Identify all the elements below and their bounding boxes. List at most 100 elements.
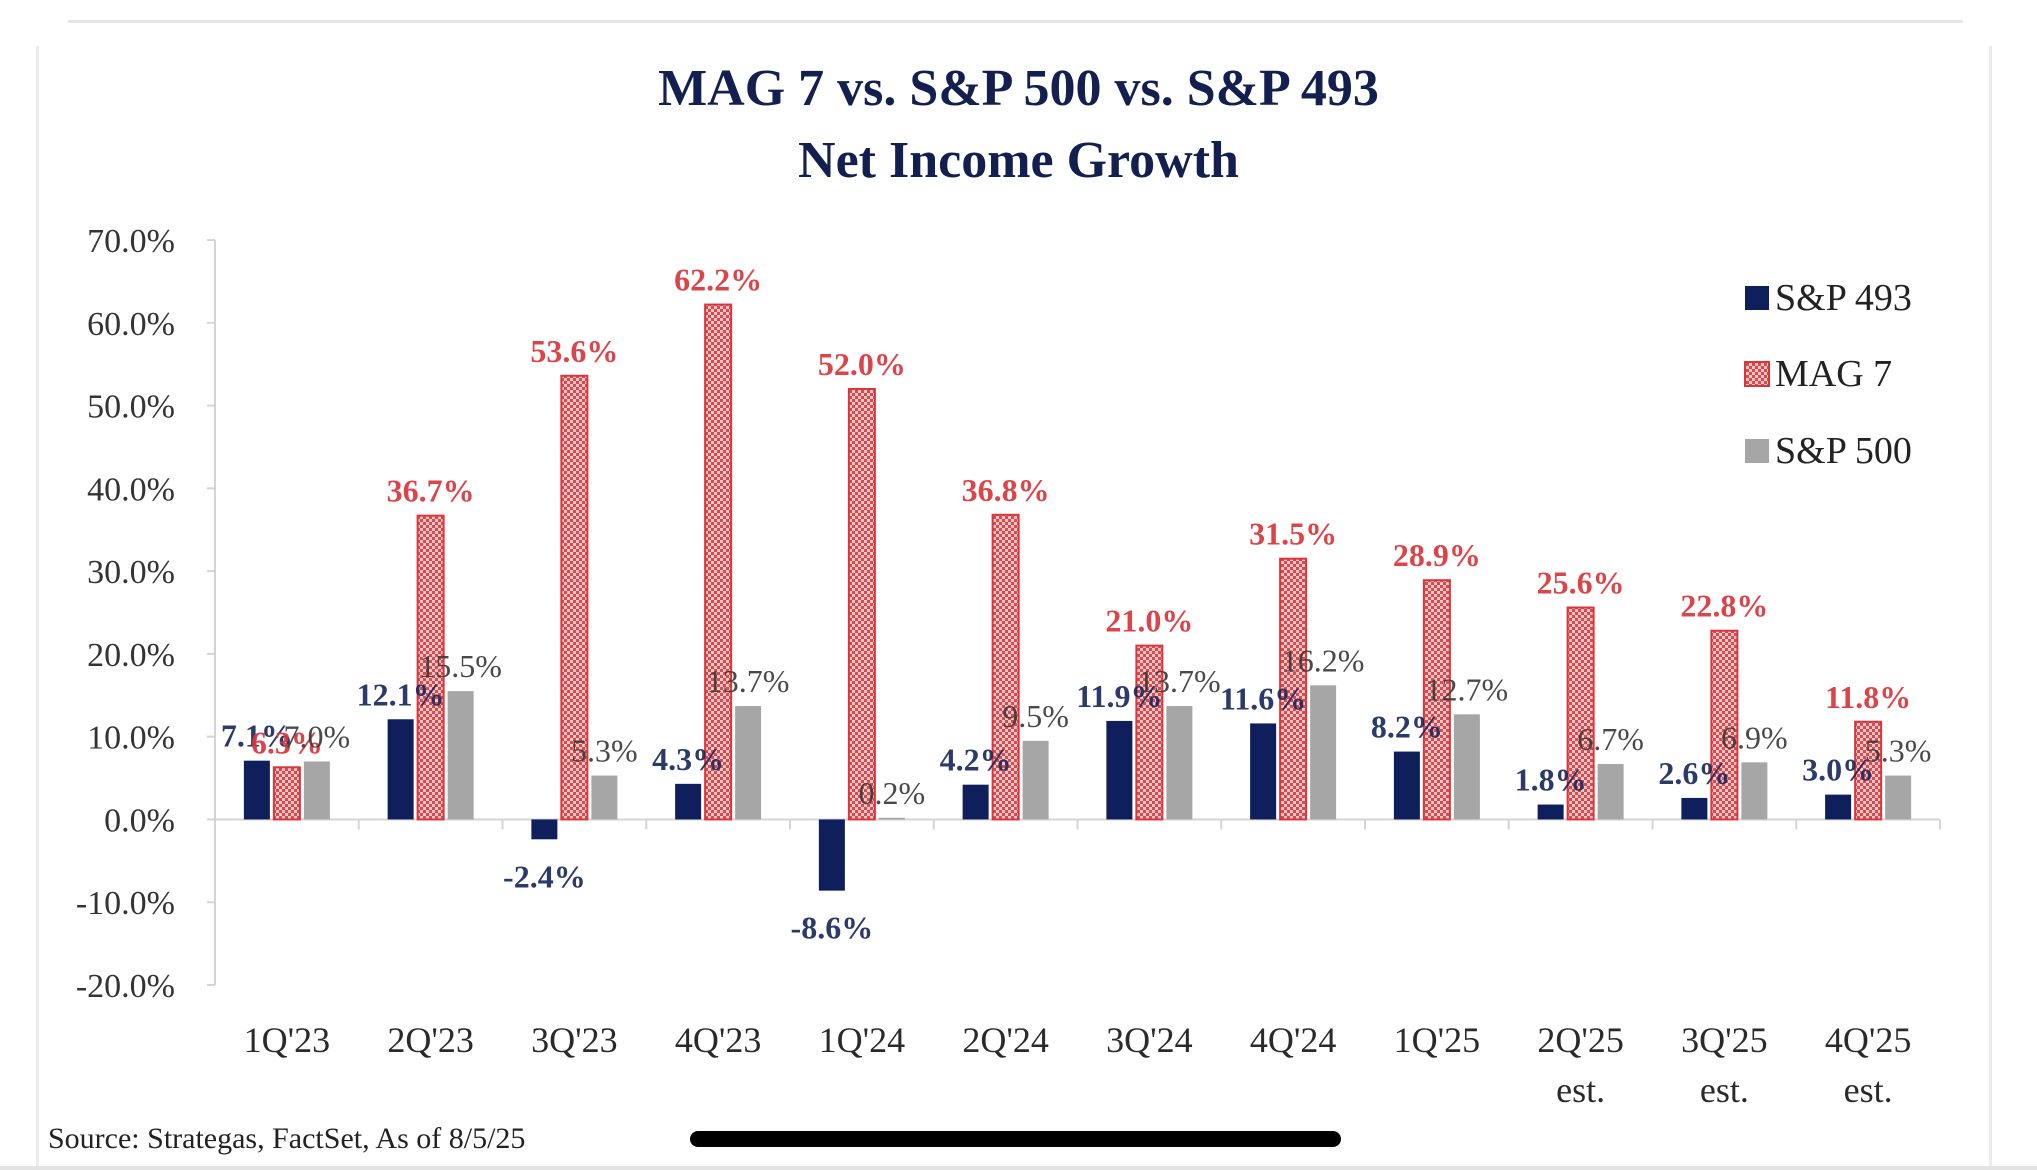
data-label-s-p-500: 0.2%	[859, 775, 926, 811]
bar-mag-7	[1422, 579, 1451, 821]
y-tick-label: 30.0%	[87, 554, 175, 591]
bar-mag-7	[847, 388, 876, 821]
legend-swatch-s-p-493	[1745, 286, 1769, 310]
y-tick-label: 20.0%	[87, 637, 175, 674]
x-tick-label: 4Q'23	[675, 1020, 761, 1060]
bar-mag-7	[1135, 644, 1164, 821]
data-label-s-p-493: 3.0%	[1802, 752, 1874, 788]
y-tick-label: 40.0%	[87, 471, 175, 508]
home-indicator[interactable]	[690, 1131, 1341, 1147]
x-tick-label: 1Q'25	[1394, 1020, 1480, 1060]
x-tick-label: 2Q'23	[387, 1020, 473, 1060]
data-label-s-p-500: 13.7%	[1138, 663, 1221, 699]
bar-s-p-493	[818, 819, 845, 891]
bar-s-p-500	[1022, 740, 1049, 820]
data-label-s-p-500: 16.2%	[1282, 642, 1365, 678]
bar-s-p-500	[878, 817, 905, 820]
data-label-mag-7: 11.8%	[1825, 679, 1911, 715]
data-label-s-p-493: 11.6%	[1220, 680, 1306, 716]
chart-title: MAG 7 vs. S&P 500 vs. S&P 493	[658, 60, 1379, 117]
x-tick-label: 1Q'24	[819, 1020, 905, 1060]
x-tick-label: 2Q'24	[962, 1020, 1048, 1060]
bar-mag-7	[1566, 606, 1595, 821]
x-tick-label: 4Q'24	[1250, 1020, 1336, 1060]
data-label-mag-7: 22.8%	[1680, 588, 1768, 624]
bar-s-p-493	[1537, 804, 1564, 820]
legend: S&P 493 MAG 7 S&P 500	[1744, 277, 1912, 472]
legend-label-s-p-500: S&P 500	[1775, 430, 1912, 472]
axes: 70.0% 60.0% 50.0% 40.0% 30.0% 20.0% 10.0% 0.0% -…	[76, 223, 1941, 1110]
data-label-s-p-493: 7.1%	[221, 718, 293, 754]
x-tick-sublabel: est.	[1700, 1070, 1749, 1110]
bar-s-p-493	[243, 760, 270, 820]
data-label-mag-7: 6.3%	[251, 724, 323, 760]
data-label-s-p-493: 12.1%	[357, 676, 445, 712]
data-label-s-p-493: 4.2%	[940, 742, 1012, 778]
data-label-s-p-493: -8.6%	[791, 910, 874, 946]
data-label-mag-7: 53.6%	[530, 333, 618, 369]
x-tick-label: 3Q'23	[531, 1020, 617, 1060]
bar-s-p-493	[1106, 720, 1133, 820]
y-tick-label: -10.0%	[76, 885, 175, 922]
data-label-s-p-493: 11.9%	[1076, 678, 1162, 714]
data-label-mag-7: 31.5%	[1249, 516, 1337, 552]
bar-s-p-493	[387, 719, 414, 820]
data-label-s-p-500: 9.5%	[1002, 698, 1069, 734]
bottom-divider	[0, 1166, 2037, 1170]
bar-s-p-500	[1310, 685, 1337, 820]
data-label-mag-7: 25.6%	[1537, 565, 1625, 601]
x-tick-label: 3Q'24	[1106, 1020, 1192, 1060]
data-label-s-p-500: 7.0%	[284, 719, 351, 755]
data-label-s-p-500: 6.9%	[1721, 719, 1788, 755]
data-label-s-p-500: 15.5%	[419, 648, 502, 684]
bar-mag-7	[991, 513, 1020, 821]
top-divider	[68, 20, 1963, 23]
y-tick-label: 70.0%	[87, 223, 175, 260]
data-labels: 7.1% 12.1% -2.4% 4.3% -8.6% 4.2% 11.9% 11.6% 8.2…	[221, 262, 1932, 946]
legend-swatch-mag-7	[1744, 361, 1770, 387]
bar-s-p-493	[1393, 751, 1420, 820]
x-tick-label: 1Q'23	[244, 1020, 330, 1060]
bar-s-p-500	[1597, 763, 1624, 820]
x-tick-sublabel: est.	[1556, 1070, 1605, 1110]
bar-s-p-493	[675, 783, 702, 820]
data-label-mag-7: 28.9%	[1393, 537, 1481, 573]
chart-subtitle: Net Income Growth	[798, 132, 1239, 189]
data-label-mag-7: 52.0%	[818, 346, 906, 382]
data-label-mag-7: 36.8%	[962, 472, 1050, 508]
y-tick-label: 50.0%	[87, 389, 175, 426]
legend-swatch-s-p-500	[1745, 439, 1769, 463]
bar-mag-7	[704, 303, 733, 821]
bar-mag-7	[1710, 629, 1739, 821]
data-label-s-p-493: 8.2%	[1371, 709, 1443, 745]
data-label-mag-7: 21.0%	[1105, 603, 1193, 639]
bar-s-p-500	[447, 691, 474, 820]
bar-s-p-500	[1453, 714, 1480, 820]
source-note: Source: Strategas, FactSet, As of 8/5/25	[48, 1122, 526, 1155]
y-tick-label: 60.0%	[87, 306, 175, 343]
data-label-s-p-500: 13.7%	[707, 663, 790, 699]
bar-s-p-493	[1250, 723, 1277, 820]
bar-s-p-493	[1825, 794, 1852, 820]
bar-s-p-493	[531, 819, 558, 840]
bar-s-p-500	[1741, 762, 1768, 820]
bar-mag-7	[272, 766, 301, 821]
data-label-mag-7: 36.7%	[387, 473, 475, 509]
bar-s-p-500	[1885, 775, 1912, 820]
bar-s-p-500	[303, 761, 330, 820]
bars	[243, 303, 1912, 891]
x-tick-label: 3Q'25	[1681, 1020, 1767, 1060]
x-tick-sublabel: est.	[1844, 1070, 1893, 1110]
y-tick-label: -20.0%	[76, 968, 175, 1005]
data-label-s-p-493: 4.3%	[652, 741, 724, 777]
bar-mag-7	[416, 514, 445, 821]
legend-label-s-p-493: S&P 493	[1775, 277, 1912, 319]
data-label-s-p-493: 2.6%	[1658, 755, 1730, 791]
bar-mag-7	[1279, 557, 1308, 821]
bar-s-p-493	[962, 784, 989, 820]
data-label-s-p-493: -2.4%	[503, 858, 586, 894]
bar-mag-7	[560, 374, 589, 821]
y-tick-label: 10.0%	[87, 720, 175, 757]
bar-s-p-493	[1681, 797, 1708, 820]
